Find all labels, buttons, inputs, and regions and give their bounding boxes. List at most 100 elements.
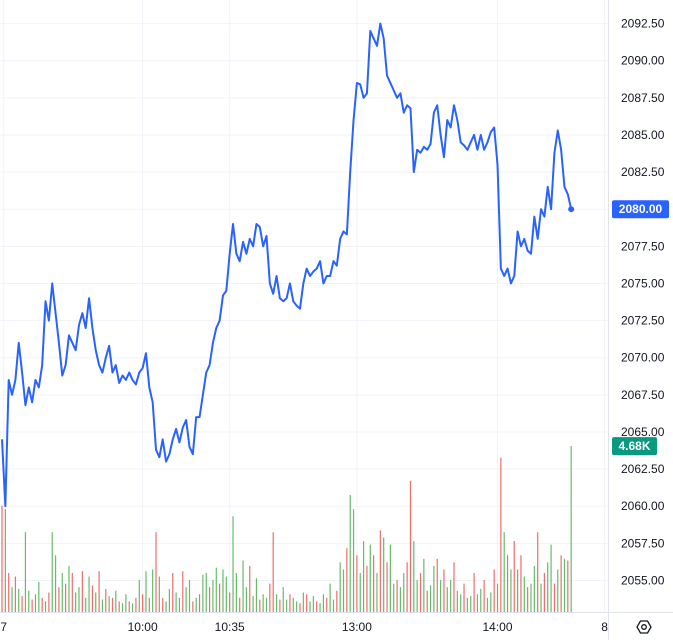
- volume-bar: [48, 592, 50, 612]
- volume-bar: [91, 585, 93, 612]
- volume-bar: [356, 555, 358, 612]
- volume-bar: [71, 573, 73, 612]
- volume-bar: [336, 590, 338, 612]
- volume-bar: [339, 562, 341, 612]
- x-tick-label: 8: [601, 620, 608, 634]
- volume-bar: [389, 544, 391, 612]
- volume-bar: [88, 576, 90, 612]
- y-tick-label: 2065.00: [621, 425, 665, 439]
- volume-bar: [168, 588, 170, 612]
- volume-badge: [612, 437, 657, 456]
- x-tick-label: 13:00: [342, 620, 372, 634]
- volume-bar: [446, 587, 448, 612]
- volume-bar: [1, 505, 3, 612]
- y-tick-label: 2085.00: [621, 128, 665, 142]
- volume-bar: [128, 601, 130, 612]
- price-series-line: [1, 22, 573, 508]
- volume-bar: [68, 565, 70, 612]
- volume-bar: [540, 583, 542, 612]
- x-tick-label: 14:00: [482, 620, 512, 634]
- volume-badge-label: 4.68K: [618, 439, 650, 453]
- volume-bar: [259, 599, 261, 612]
- price-line: [1, 22, 575, 508]
- volume-bar: [202, 574, 204, 612]
- volume-bar: [235, 573, 237, 612]
- volume-bar: [440, 580, 442, 612]
- volume-bar: [148, 597, 150, 612]
- volume-bar: [255, 578, 258, 612]
- volume-bar: [212, 580, 214, 612]
- y-tick-label: 2055.00: [621, 573, 665, 587]
- volume-bar: [51, 532, 53, 612]
- y-tick-label: 2060.00: [621, 499, 665, 513]
- volume-bar: [108, 596, 110, 612]
- volume-bars: [1, 446, 572, 612]
- volume-bar: [252, 596, 254, 612]
- volume-bar: [125, 594, 127, 612]
- volume-bar: [188, 580, 191, 612]
- volume-bar: [249, 565, 251, 612]
- volume-bar: [272, 532, 274, 612]
- volume-bar: [426, 590, 428, 612]
- volume-bar: [396, 580, 398, 612]
- volume-bar: [54, 555, 57, 612]
- volume-bar: [563, 558, 566, 612]
- volume-bar: [198, 594, 201, 612]
- y-axis: 2092.50 2090.00 2087.50 2085.00 2082.50 2080.…: [621, 17, 665, 588]
- volume-bar: [366, 565, 368, 612]
- volume-bar: [65, 583, 67, 612]
- volume-bar: [466, 597, 468, 612]
- volume-bar: [523, 576, 525, 612]
- volume-bar: [185, 587, 187, 612]
- volume-bar: [138, 580, 140, 612]
- volume-bar: [530, 583, 532, 612]
- volume-bar: [349, 495, 351, 612]
- volume-bar: [500, 457, 502, 612]
- volume-bar: [239, 597, 241, 612]
- volume-bar: [225, 576, 227, 612]
- volume-bar: [423, 558, 425, 612]
- volume-bar: [506, 555, 509, 612]
- volume-bar: [567, 560, 569, 612]
- volume-bar: [34, 594, 37, 612]
- volume-bar: [61, 573, 63, 612]
- volume-bar: [419, 573, 422, 612]
- last-price-badge-label: 2080.00: [619, 202, 663, 216]
- volume-bar: [279, 599, 281, 612]
- volume-bar: [11, 587, 13, 612]
- volume-bar: [476, 594, 479, 612]
- volume-bar: [81, 571, 83, 612]
- volume-bar: [215, 567, 217, 612]
- volume-bar: [329, 583, 331, 612]
- volume-bar: [275, 594, 278, 612]
- x-tick-label: 10:35: [215, 620, 245, 634]
- volume-bar: [533, 565, 535, 612]
- y-tick-label: 2077.50: [621, 239, 665, 253]
- badges: 2080.00 4.68K: [612, 200, 669, 456]
- volume-bar: [557, 569, 559, 612]
- volume-bar: [292, 597, 294, 612]
- volume-bar: [316, 601, 318, 612]
- gear-icon[interactable]: [636, 620, 652, 634]
- volume-bar: [319, 603, 321, 612]
- volume-bar: [162, 597, 164, 612]
- volume-bar: [553, 583, 556, 612]
- y-tick-label: 2070.00: [621, 351, 665, 365]
- volume-bar: [262, 594, 264, 612]
- volume-bar: [242, 560, 244, 612]
- volume-bar: [517, 569, 519, 612]
- chart-settings-button[interactable]: [636, 620, 652, 634]
- y-tick-label: 2057.50: [621, 536, 665, 550]
- volume-bar: [182, 571, 184, 612]
- volume-bar: [175, 592, 177, 612]
- volume-bar: [222, 569, 224, 612]
- volume-bar: [232, 516, 234, 612]
- volume-bar: [98, 571, 100, 612]
- x-tick-label: 7: [0, 620, 7, 634]
- volume-bar: [118, 601, 120, 612]
- volume-bar: [205, 573, 207, 612]
- volume-bar: [296, 601, 298, 612]
- volume-bar: [95, 592, 97, 612]
